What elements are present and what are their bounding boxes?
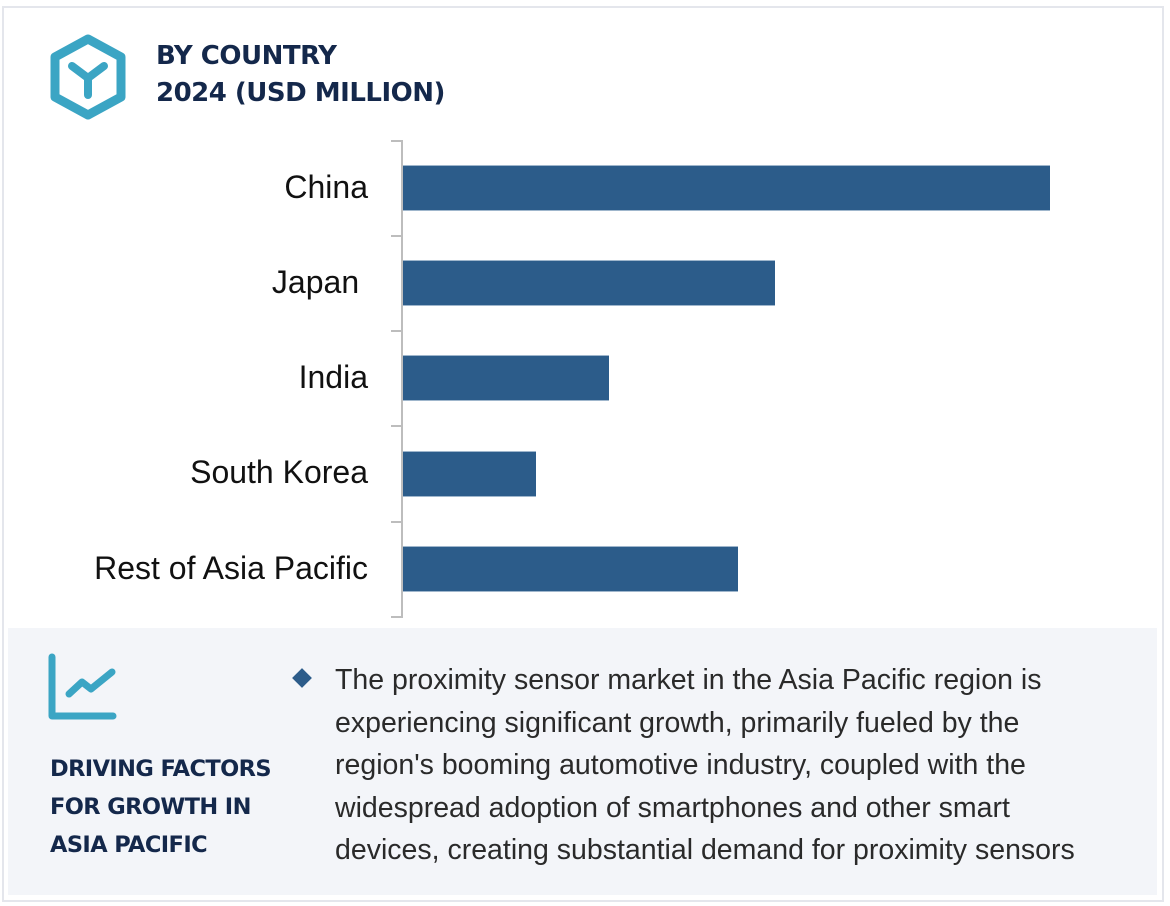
axis-tick	[391, 616, 402, 618]
category-label-india: India	[298, 359, 368, 395]
chart-title-line1: BY COUNTRY	[156, 41, 337, 71]
category-label-south-korea: South Korea	[190, 454, 368, 490]
bar-rest-of-asia-pacific[interactable]	[403, 546, 738, 592]
bar-south-korea[interactable]	[403, 451, 536, 497]
y-axis-line	[401, 140, 403, 618]
chart-title-line2: 2024 (USD MILLION)	[156, 78, 445, 108]
description-line: region's booming automotive industry, co…	[335, 749, 1026, 781]
panel-title-line: DRIVING FACTORS	[50, 756, 272, 782]
axis-tick	[391, 140, 402, 142]
hexagon-y-icon	[50, 34, 126, 120]
driving-factors-panel	[8, 628, 1157, 895]
axis-tick	[391, 235, 402, 237]
axis-tick	[391, 521, 402, 523]
category-label-rest-of-asia-pacific: Rest of Asia Pacific	[94, 550, 368, 586]
panel-title-line: FOR GROWTH IN	[50, 794, 251, 820]
bar-japan[interactable]	[403, 260, 775, 306]
bar-china[interactable]	[403, 165, 1050, 211]
axis-tick	[391, 425, 402, 427]
bar-india[interactable]	[403, 355, 609, 401]
category-label-china: China	[284, 169, 368, 205]
panel-title-line: ASIA PACIFIC	[50, 832, 208, 858]
driving-factors-description: The proximity sensor market in the Asia …	[335, 659, 1145, 872]
driving-factors-title: DRIVING FACTORS FOR GROWTH IN ASIA PACIF…	[50, 750, 272, 864]
category-label-japan: Japan	[271, 264, 368, 300]
description-line: devices, creating substantial demand for…	[335, 834, 1075, 866]
axis-tick	[391, 330, 402, 332]
description-line: widespread adoption of smartphones and o…	[335, 791, 1010, 824]
description-line: The proximity sensor market in the Asia …	[335, 664, 1042, 696]
chart-title: BY COUNTRY 2024 (USD MILLION)	[156, 38, 445, 112]
description-line: experiencing significant growth, primari…	[335, 706, 1020, 739]
line-chart-trend-icon	[48, 653, 117, 720]
